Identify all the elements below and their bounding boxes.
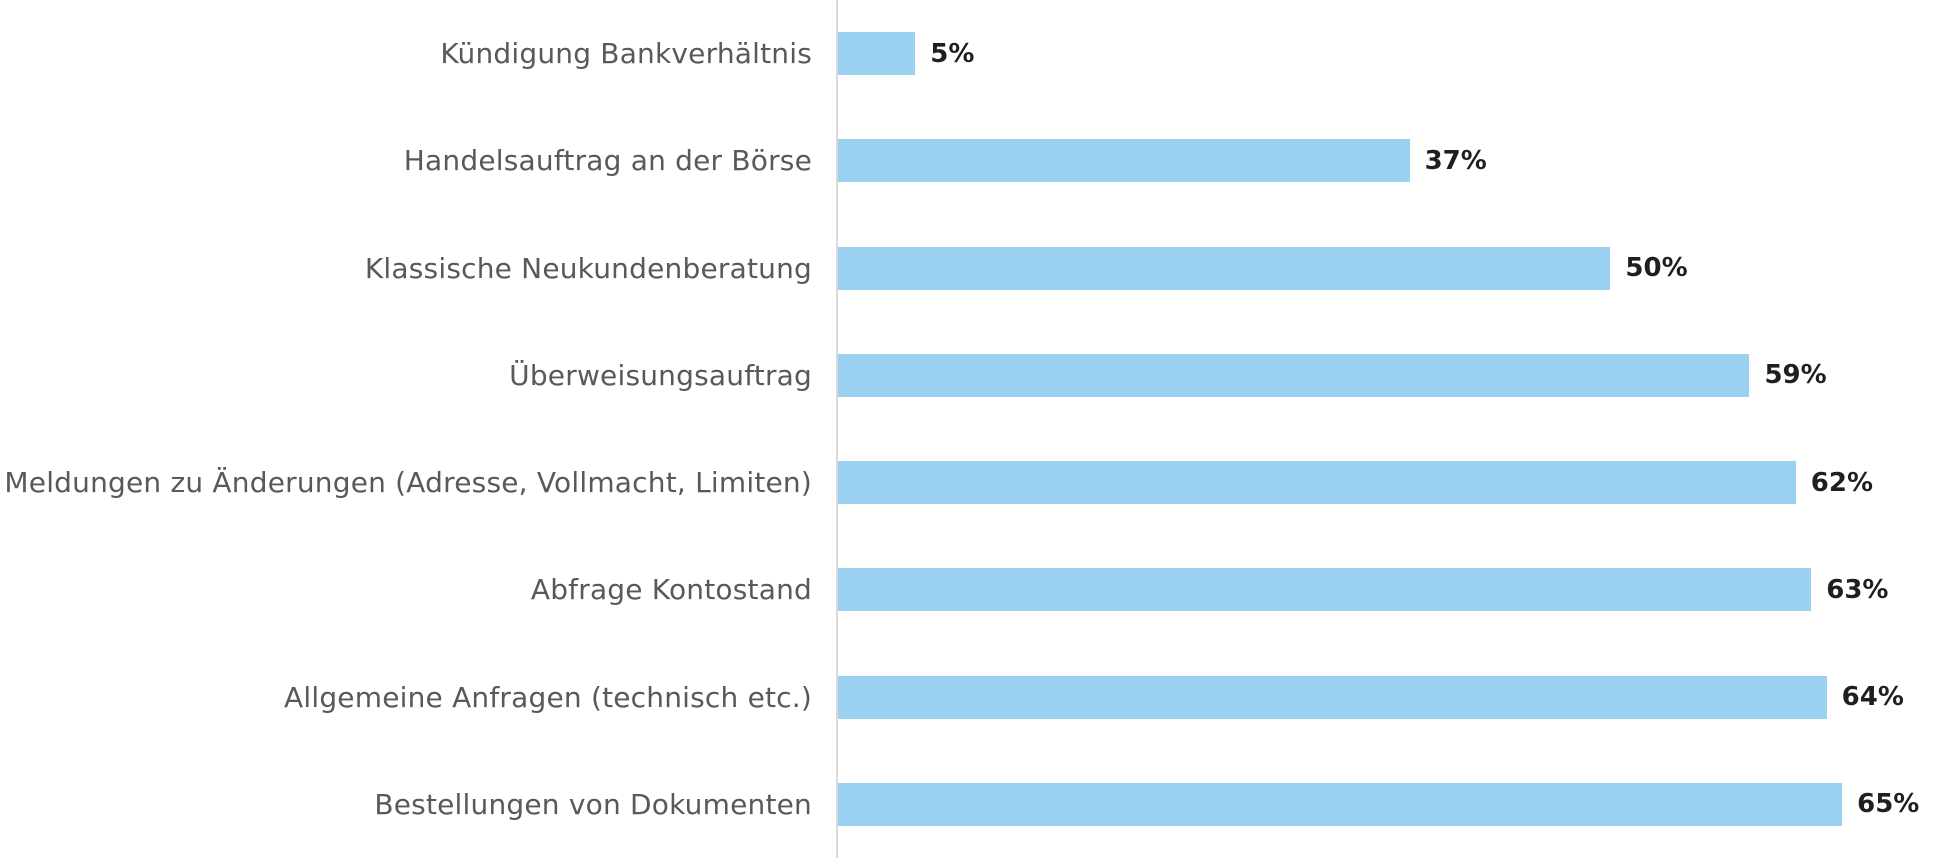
chart-row: Bestellungen von Dokumenten 65% <box>0 751 1941 858</box>
category-label-cell: Handelsauftrag an der Börse <box>0 107 836 214</box>
bar-area: 63% <box>838 536 1941 643</box>
value-label: 62% <box>1810 467 1874 498</box>
bar <box>838 675 1827 719</box>
value-label: 59% <box>1764 360 1827 391</box>
category-label-cell: Abfrage Kontostand <box>0 536 836 643</box>
bar-area: 37% <box>838 107 1941 214</box>
bar <box>838 782 1843 826</box>
bar <box>838 461 1796 505</box>
category-label: Handelsauftrag an der Börse <box>403 144 812 178</box>
chart-row: Handelsauftrag an der Börse 37% <box>0 107 1941 214</box>
bar-area: 59% <box>838 322 1941 429</box>
value-label: 64% <box>1841 682 1904 713</box>
value-label: 65% <box>1857 789 1920 820</box>
chart-row: Abfrage Kontostand 63% <box>0 536 1941 643</box>
chart-row: Klassische Neukundenberatung 50% <box>0 215 1941 322</box>
chart-row: Kündigung Bankverhältnis 5% <box>0 0 1941 107</box>
bar-area: 64% <box>838 644 1941 751</box>
bar <box>838 353 1750 397</box>
value-label: 5% <box>930 38 975 69</box>
chart-row: Allgemeine Anfragen (technisch etc.) 64% <box>0 644 1941 751</box>
category-label: Bestellungen von Dokumenten <box>374 787 812 821</box>
bar <box>838 246 1611 290</box>
bar <box>838 139 1410 183</box>
chart-row: Meldungen zu Änderungen (Adresse, Vollma… <box>0 429 1941 536</box>
bar-area: 5% <box>838 0 1941 107</box>
category-label: Meldungen zu Änderungen (Adresse, Vollma… <box>4 466 812 500</box>
bar-area: 62% <box>838 429 1941 536</box>
category-label: Klassische Neukundenberatung <box>364 251 812 285</box>
category-label-cell: Überweisungsauftrag <box>0 322 836 429</box>
bar-area: 65% <box>838 751 1941 858</box>
value-label: 37% <box>1424 145 1487 176</box>
category-label-cell: Kündigung Bankverhältnis <box>0 0 836 107</box>
bar <box>838 32 916 76</box>
category-label: Kündigung Bankverhältnis <box>440 37 812 71</box>
category-label-cell: Meldungen zu Änderungen (Adresse, Vollma… <box>0 429 836 536</box>
category-label-cell: Bestellungen von Dokumenten <box>0 751 836 858</box>
value-label: 50% <box>1625 253 1688 284</box>
value-label: 63% <box>1826 574 1889 605</box>
category-label-cell: Allgemeine Anfragen (technisch etc.) <box>0 644 836 751</box>
bar-area: 50% <box>838 215 1941 322</box>
category-label: Allgemeine Anfragen (technisch etc.) <box>284 680 812 714</box>
bar <box>838 568 1812 612</box>
category-label: Abfrage Kontostand <box>530 573 812 607</box>
chart-row: Überweisungsauftrag 59% <box>0 322 1941 429</box>
category-label-cell: Klassische Neukundenberatung <box>0 215 836 322</box>
y-axis-line <box>836 0 838 858</box>
category-label: Überweisungsauftrag <box>509 358 812 392</box>
